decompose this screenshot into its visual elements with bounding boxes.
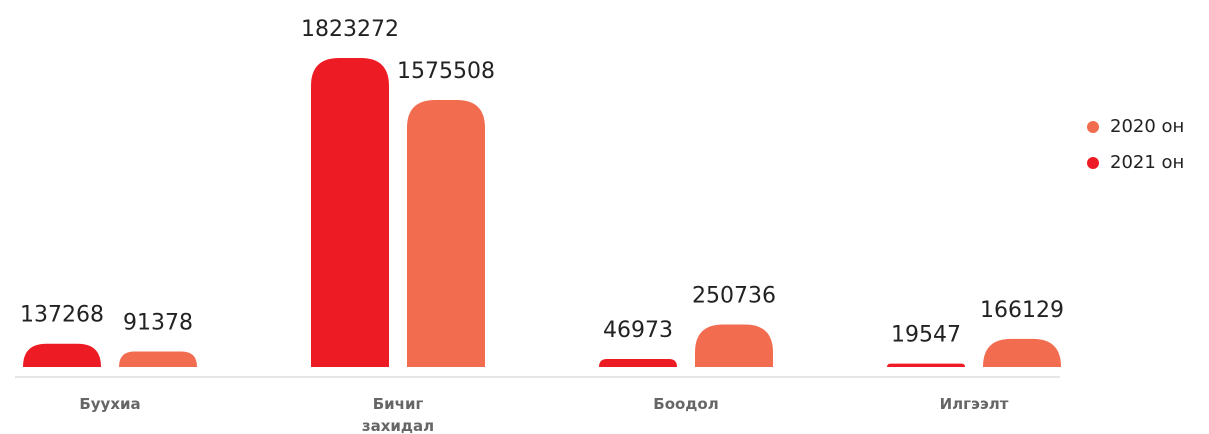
x-tick-label: Боодол (653, 395, 719, 413)
legend-marker (1087, 121, 1099, 133)
x-tick-label: Илгээлт (939, 395, 1009, 413)
data-label: 166129 (980, 298, 1064, 323)
data-label: 1575508 (397, 59, 495, 84)
data-label: 250736 (692, 284, 776, 309)
data-label: 137268 (20, 303, 104, 328)
bar (887, 363, 965, 367)
data-label: 46973 (603, 318, 673, 343)
legend-label: 2020 он (1110, 116, 1184, 137)
bar (119, 351, 197, 367)
x-tick-label: Бичиг захидал (361, 395, 435, 434)
bar (695, 324, 773, 367)
bar (599, 359, 677, 367)
data-label: 19547 (891, 323, 961, 348)
x-tick-label: Буухиа (79, 395, 141, 413)
data-label: 1823272 (301, 17, 399, 42)
legend-marker (1087, 157, 1099, 169)
bar (311, 58, 389, 367)
bar (23, 343, 101, 367)
legend-label: 2021 он (1110, 152, 1184, 173)
bar (983, 338, 1061, 367)
bar (407, 99, 485, 368)
data-label: 91378 (123, 311, 193, 336)
